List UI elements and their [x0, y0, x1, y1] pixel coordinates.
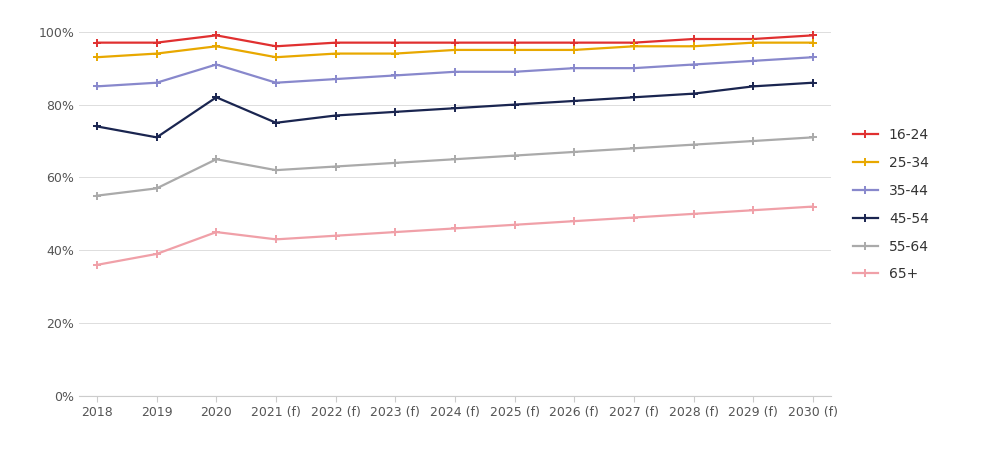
Line: 65+: 65+	[93, 202, 817, 269]
65+	[807, 204, 819, 209]
35-44	[807, 54, 819, 60]
16-24	[211, 33, 223, 38]
55-64	[211, 157, 223, 162]
45-54	[748, 84, 760, 89]
16-24	[748, 36, 760, 42]
55-64	[687, 142, 699, 147]
Line: 35-44: 35-44	[93, 53, 817, 90]
35-44	[390, 73, 402, 78]
45-54	[628, 94, 640, 100]
35-44	[569, 65, 581, 71]
Line: 55-64: 55-64	[93, 133, 817, 200]
35-44	[91, 84, 103, 89]
45-54	[270, 120, 282, 126]
45-54	[329, 113, 341, 118]
65+	[91, 262, 103, 268]
65+	[270, 237, 282, 242]
45-54	[508, 102, 520, 107]
55-64	[390, 160, 402, 166]
45-54	[150, 135, 162, 140]
45-54	[807, 80, 819, 86]
35-44	[270, 80, 282, 86]
16-24	[449, 40, 461, 45]
45-54	[569, 98, 581, 104]
55-64	[270, 167, 282, 173]
55-64	[748, 138, 760, 144]
55-64	[91, 193, 103, 198]
25-34	[569, 47, 581, 53]
65+	[211, 230, 223, 235]
65+	[628, 215, 640, 220]
16-24	[508, 40, 520, 45]
16-24	[807, 33, 819, 38]
65+	[569, 218, 581, 224]
Line: 25-34: 25-34	[93, 39, 817, 61]
25-34	[748, 40, 760, 45]
16-24	[150, 40, 162, 45]
16-24	[569, 40, 581, 45]
65+	[508, 222, 520, 228]
25-34	[628, 44, 640, 49]
55-64	[449, 157, 461, 162]
16-24	[687, 36, 699, 42]
Line: 16-24: 16-24	[93, 31, 817, 50]
16-24	[390, 40, 402, 45]
45-54	[449, 105, 461, 111]
65+	[329, 233, 341, 238]
25-34	[687, 44, 699, 49]
25-34	[150, 51, 162, 56]
25-34	[329, 51, 341, 56]
16-24	[628, 40, 640, 45]
25-34	[449, 47, 461, 53]
35-44	[508, 69, 520, 75]
65+	[449, 226, 461, 231]
25-34	[91, 54, 103, 60]
55-64	[569, 149, 581, 155]
65+	[748, 207, 760, 213]
45-54	[390, 109, 402, 115]
35-44	[748, 58, 760, 63]
35-44	[329, 76, 341, 82]
16-24	[329, 40, 341, 45]
65+	[150, 251, 162, 256]
25-34	[807, 40, 819, 45]
35-44	[449, 69, 461, 75]
Legend: 16-24, 25-34, 35-44, 45-54, 55-64, 65+: 16-24, 25-34, 35-44, 45-54, 55-64, 65+	[853, 128, 929, 281]
16-24	[91, 40, 103, 45]
16-24	[270, 44, 282, 49]
45-54	[211, 94, 223, 100]
35-44	[628, 65, 640, 71]
45-54	[91, 124, 103, 129]
45-54	[687, 91, 699, 96]
55-64	[329, 164, 341, 169]
55-64	[628, 146, 640, 151]
35-44	[687, 62, 699, 67]
35-44	[150, 80, 162, 86]
Line: 45-54: 45-54	[93, 79, 817, 141]
25-34	[508, 47, 520, 53]
35-44	[211, 62, 223, 67]
25-34	[211, 44, 223, 49]
65+	[390, 230, 402, 235]
65+	[687, 211, 699, 216]
55-64	[508, 153, 520, 158]
55-64	[807, 135, 819, 140]
25-34	[390, 51, 402, 56]
25-34	[270, 54, 282, 60]
55-64	[150, 186, 162, 191]
